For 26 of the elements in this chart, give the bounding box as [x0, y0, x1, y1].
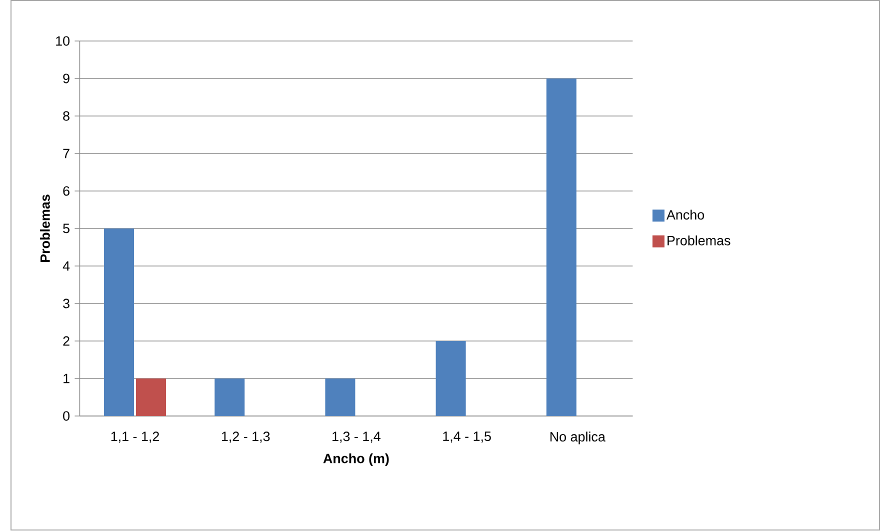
y-axis-title: Problemas: [40, 194, 50, 262]
bar: [436, 340, 466, 416]
y-tick-label: 8: [63, 111, 70, 121]
x-tick-label: 1,3 - 1,4: [332, 432, 380, 443]
y-tick-label: 2: [63, 336, 70, 346]
x-tick-label: 1,1 - 1,2: [111, 432, 160, 443]
bar: [104, 228, 134, 416]
y-tick-label: 5: [63, 224, 70, 234]
y-tick-label: 10: [56, 36, 70, 46]
y-tick-label: 1: [64, 374, 70, 384]
x-tick-label: 1,2 - 1,3: [222, 432, 270, 443]
x-tick-label: No aplica: [550, 432, 606, 444]
bar: [214, 378, 245, 416]
y-tick-label: 3: [63, 298, 70, 308]
y-tick-label: 6: [63, 186, 70, 196]
y-tick-label: 0: [63, 411, 70, 421]
bar: [546, 78, 576, 416]
y-tick-label: 9: [63, 74, 70, 84]
x-axis-title: Ancho (m): [323, 453, 389, 466]
legend-label: Ancho: [666, 210, 704, 220]
x-tick-label: 1,4 - 1,5: [443, 432, 491, 443]
bar: [325, 378, 356, 416]
legend-label: Problemas: [668, 235, 730, 246]
bar: [136, 378, 166, 416]
y-tick-label: 7: [63, 148, 70, 158]
y-tick-label: 4: [62, 261, 70, 271]
